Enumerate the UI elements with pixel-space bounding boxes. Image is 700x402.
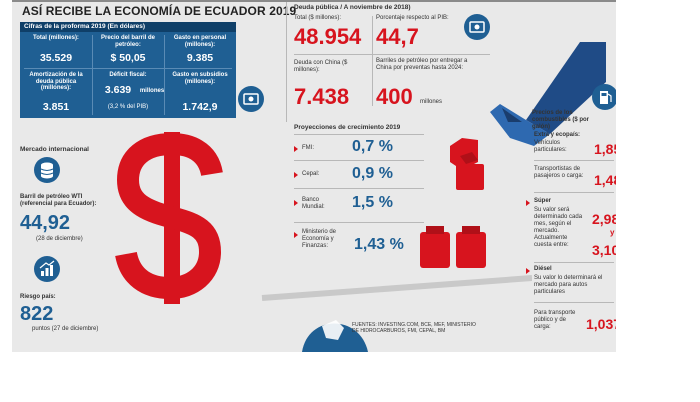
debt-divider bbox=[294, 54, 490, 55]
projection-name: FMI: bbox=[302, 145, 314, 151]
marker-icon bbox=[294, 172, 298, 178]
projections-divider bbox=[294, 134, 424, 135]
total-value: 35.529 bbox=[39, 52, 73, 64]
diesel-label: Su valor lo determinará el mercado para … bbox=[534, 275, 603, 295]
extra-title: Extra y ecopaís: bbox=[534, 132, 581, 138]
china-debt-label: Deuda con China ($ millones): bbox=[294, 60, 348, 73]
wti-date: (28 de diciembre) bbox=[36, 236, 83, 242]
subsidies-value: 1.742,9 bbox=[182, 101, 218, 113]
projection-value: 1,5 % bbox=[352, 194, 393, 211]
infographic: ASÍ RECIBE LA ECONOMÍA DE ECUADOR 2019 C… bbox=[12, 0, 616, 352]
personnel-value: 9.385 bbox=[186, 52, 214, 64]
projection-value: 1,43 % bbox=[354, 236, 404, 253]
scale-icon bbox=[242, 230, 533, 352]
projections-divider bbox=[294, 222, 424, 223]
globe-icon bbox=[324, 262, 344, 282]
total-label: Total (millones): bbox=[33, 35, 79, 41]
subsidies-label: Gasto en subsidios (millones): bbox=[172, 72, 228, 85]
wti-value: 44,92 bbox=[20, 212, 71, 234]
super-title: Súper bbox=[534, 198, 552, 204]
growth-chart-icon bbox=[34, 256, 60, 282]
risk-value: 822 bbox=[20, 303, 54, 325]
fuel-divider bbox=[534, 262, 614, 263]
market-heading: Mercado internacional bbox=[20, 146, 89, 153]
marker-icon bbox=[294, 200, 298, 206]
dollar-sign-icon bbox=[108, 128, 238, 308]
hand-icon bbox=[430, 42, 606, 202]
gas-pump-icon bbox=[592, 84, 616, 110]
projections-divider bbox=[294, 188, 424, 189]
marker-icon bbox=[526, 200, 530, 206]
barrels-unit: millones bbox=[420, 99, 443, 105]
projection-name: Banco Mundial: bbox=[302, 197, 325, 210]
fuel-divider bbox=[534, 302, 614, 303]
barrels-value: 400 bbox=[376, 84, 413, 109]
deficit-unit: millones bbox=[139, 88, 165, 94]
extra-1-label: Vehículos particulares: bbox=[534, 140, 567, 153]
wti-label: Barril de petróleo WTI (referencial para… bbox=[20, 194, 97, 207]
sources-note: FUENTES: INVESTING.COM, BCE, MEF, MINIST… bbox=[352, 322, 476, 334]
proforma-divider bbox=[164, 35, 165, 115]
super-value-1: 2,98 bbox=[592, 211, 616, 227]
fuel-divider bbox=[534, 192, 614, 193]
debt-total-value: 48.954 bbox=[294, 24, 362, 49]
diesel-2-label: Para transporte público y de carga: bbox=[534, 310, 576, 330]
projection-value: 0,9 % bbox=[352, 165, 393, 182]
top-rule bbox=[12, 0, 616, 2]
oil-label: Precio del barril de petróleo: bbox=[100, 35, 156, 48]
debt-pib-label: Porcentaje respecto al PIB: bbox=[376, 15, 449, 21]
diesel-2-value: 1,037 bbox=[586, 316, 616, 332]
projections-heading: Proyecciones de crecimiento 2019 bbox=[294, 124, 401, 131]
china-debt-value: 7.438 bbox=[294, 84, 350, 109]
marker-icon bbox=[526, 268, 530, 274]
money-icon bbox=[464, 14, 490, 40]
amort-label: Amortización de la deuda pública (millon… bbox=[29, 72, 83, 91]
debt-heading: Deuda pública / A noviembre de 2018) bbox=[294, 4, 411, 11]
page-title: ASÍ RECIBE LA ECONOMÍA DE ECUADOR 2019 bbox=[22, 4, 297, 18]
fuel-heading: Precios de los combustibles ($ por galón… bbox=[532, 110, 590, 130]
marker-icon bbox=[294, 146, 298, 152]
debt-pib-value: 44,7 bbox=[376, 24, 419, 49]
super-y: y bbox=[610, 228, 615, 237]
weights-icon bbox=[416, 222, 496, 280]
barrels-label: Barriles de petróleo por entregar a Chin… bbox=[376, 58, 468, 71]
super-value-2: 3,10 bbox=[592, 242, 616, 258]
risk-date: puntos (27 de diciembre) bbox=[32, 326, 99, 332]
deficit-note: (3,2 % del PIB) bbox=[107, 104, 149, 110]
projections-divider bbox=[294, 160, 424, 161]
debt-total-label: Total ($ millones): bbox=[294, 15, 342, 21]
personnel-label: Gasto en personal (millones): bbox=[173, 35, 227, 48]
proforma-heading: Cifras de la proforma 2019 (En dólares) bbox=[20, 22, 236, 32]
extra-2-label: Transportistas de pasajeros o carga: bbox=[534, 166, 584, 179]
money-icon bbox=[238, 86, 264, 112]
extra-2-value: 1,48 bbox=[594, 172, 616, 188]
fuel-divider bbox=[534, 160, 614, 161]
amort-value: 3.851 bbox=[42, 101, 70, 113]
deficit-value: 3.639 bbox=[104, 84, 132, 96]
diesel-title: Diésel bbox=[534, 266, 552, 272]
database-icon bbox=[34, 157, 60, 183]
projection-name: Ministerio de Economía y Finanzas: bbox=[302, 229, 337, 249]
proforma-box: Cifras de la proforma 2019 (En dólares) … bbox=[20, 22, 236, 118]
debt-divider bbox=[372, 16, 373, 106]
projection-value: 0,7 % bbox=[352, 138, 393, 155]
super-label: Su valor será determinado cada mes, segú… bbox=[534, 207, 583, 248]
proforma-divider bbox=[24, 68, 232, 69]
oil-value: $ 50,05 bbox=[110, 52, 146, 64]
debt-divider bbox=[286, 2, 287, 122]
marker-icon bbox=[294, 232, 298, 238]
deficit-label: Déficit fiscal: bbox=[109, 72, 147, 78]
extra-1-value: 1,85 bbox=[594, 141, 616, 157]
projection-name: Cepal: bbox=[302, 171, 320, 177]
risk-label: Riesgo país: bbox=[20, 294, 56, 300]
proforma-divider bbox=[92, 35, 93, 115]
